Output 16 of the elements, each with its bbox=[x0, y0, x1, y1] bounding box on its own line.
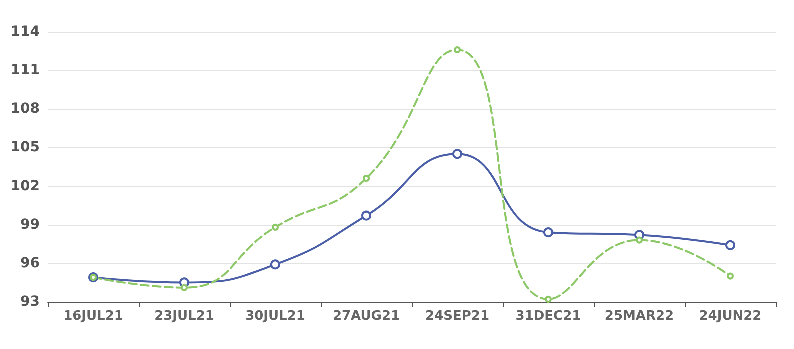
x-tick-label: 31DEC21 bbox=[516, 309, 582, 324]
x-tick-label: 23JUL21 bbox=[154, 309, 214, 324]
x-tick-label: 16JUL21 bbox=[64, 309, 124, 324]
y-tick-label: 111 bbox=[10, 62, 40, 79]
y-tick-label: 105 bbox=[10, 140, 40, 156]
y-tick-label: 99 bbox=[20, 216, 40, 233]
y-tick-label: 114 bbox=[10, 24, 40, 40]
y-tick-label: 93 bbox=[20, 294, 40, 310]
x-tick-label: 30JUL21 bbox=[246, 309, 306, 324]
y-tick-label: 102 bbox=[10, 178, 40, 194]
y-tick-label: 108 bbox=[10, 101, 40, 118]
y-tick-label: 96 bbox=[20, 255, 40, 272]
x-tick-label: 24JUN22 bbox=[699, 309, 762, 324]
x-tick-label: 27AUG21 bbox=[332, 309, 400, 324]
x-tick-label: 25MAR22 bbox=[604, 309, 674, 324]
x-tick-label: 24SEP21 bbox=[426, 309, 490, 324]
